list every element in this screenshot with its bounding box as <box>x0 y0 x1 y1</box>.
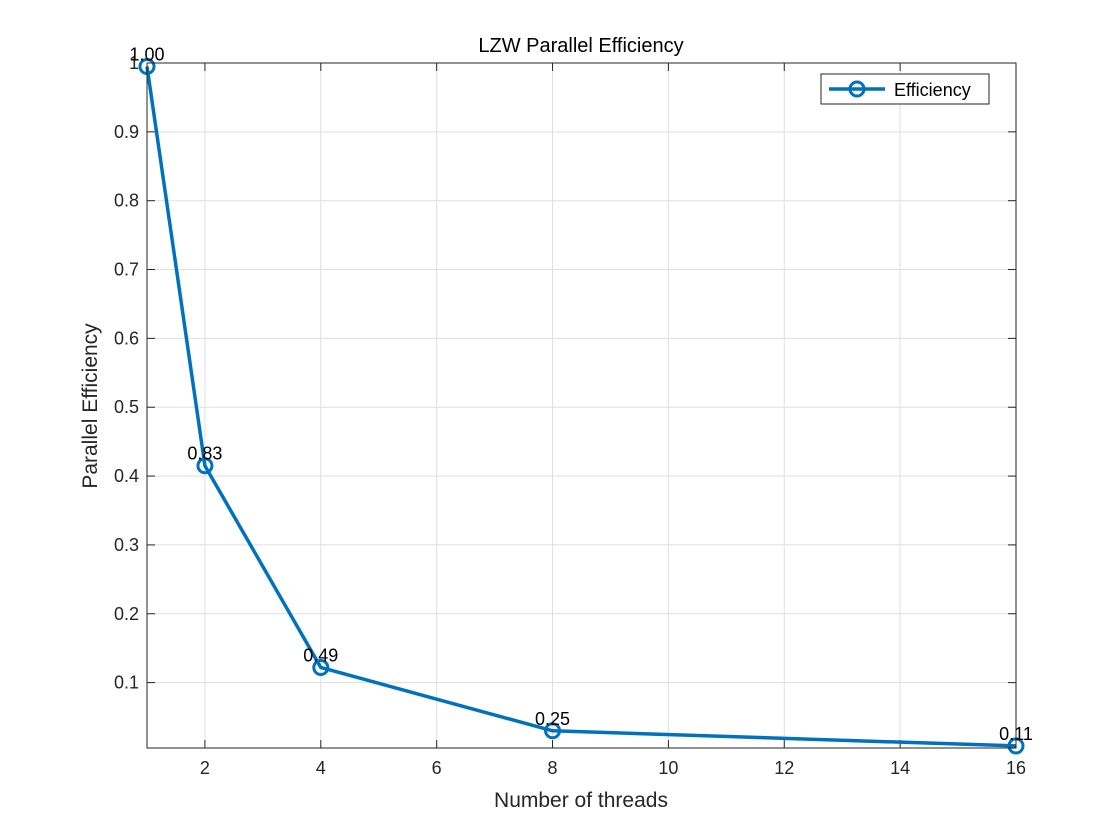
chart-title: LZW Parallel Efficiency <box>478 35 683 57</box>
y-tick-label: 0.5 <box>114 397 139 417</box>
data-point-label: 0.11 <box>999 724 1033 744</box>
data-point-label: 0.83 <box>187 444 222 464</box>
plot-area <box>147 63 1016 748</box>
data-labels: 1.00 0.83 0.49 0.25 0.11 <box>129 44 1032 743</box>
data-point-marker[interactable] <box>312 658 330 676</box>
tick-labels: 2 4 6 8 10 12 14 16 0.1 0.2 0.3 0.4 0.5 0.6 0.7 0.8 0.9 1 <box>114 53 1026 778</box>
data-point-label: 0.25 <box>535 709 570 729</box>
y-tick-label: 0.1 <box>114 673 139 693</box>
x-tick-label: 6 <box>432 758 442 778</box>
legend-label: Efficiency <box>894 80 971 100</box>
data-point-marker[interactable] <box>544 722 562 740</box>
legend[interactable]: Efficiency <box>820 73 990 105</box>
x-tick-label: 10 <box>658 758 678 778</box>
x-tick-label: 12 <box>774 758 794 778</box>
y-tick-label: 0.6 <box>114 328 139 348</box>
x-axis-label: Number of threads <box>494 789 668 812</box>
y-tick-label: 0.2 <box>114 604 139 624</box>
x-tick-label: 14 <box>890 758 910 778</box>
data-point-label: 1.00 <box>129 44 164 64</box>
series-line <box>145 66 1017 748</box>
y-tick-label: 1 <box>129 53 139 73</box>
data-point-marker[interactable] <box>196 457 214 475</box>
y-axis-label: Parallel Efficiency <box>79 323 102 489</box>
x-tick-label: 2 <box>200 758 210 778</box>
y-tick-label: 0.8 <box>114 191 139 211</box>
data-point-label: 0.49 <box>303 645 338 665</box>
y-tick-label: 0.4 <box>114 466 139 486</box>
x-tick-label: 16 <box>1006 758 1026 778</box>
axis-ticks <box>147 62 1017 748</box>
x-tick-label: 4 <box>316 758 326 778</box>
legend-marker-icon <box>848 80 866 98</box>
plot-frame <box>146 62 1017 749</box>
y-tick-label: 0.3 <box>114 535 139 555</box>
y-tick-label: 0.7 <box>114 260 139 280</box>
x-tick-label: 8 <box>548 758 558 778</box>
y-tick-label: 0.9 <box>114 122 139 142</box>
